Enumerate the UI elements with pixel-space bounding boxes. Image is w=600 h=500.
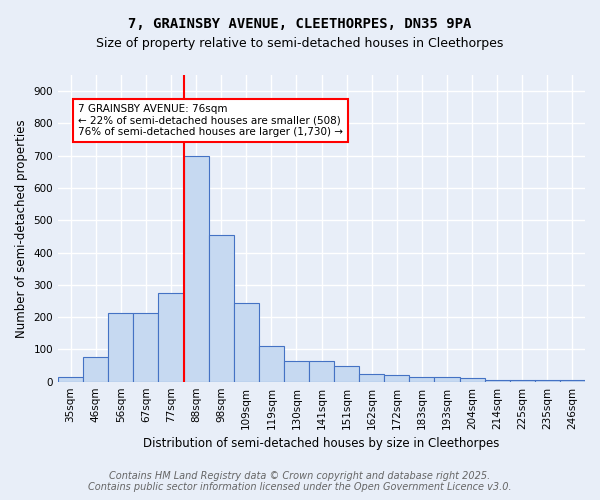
Text: Contains HM Land Registry data © Crown copyright and database right 2025.
Contai: Contains HM Land Registry data © Crown c… (88, 471, 512, 492)
Bar (309, 360, 334, 382)
Bar (133, 313, 158, 382)
Text: Size of property relative to semi-detached houses in Cleethorpes: Size of property relative to semi-detach… (97, 38, 503, 51)
Bar (158, 293, 184, 382)
Bar (409, 377, 434, 382)
Bar (384, 375, 409, 382)
X-axis label: Distribution of semi-detached houses by size in Cleethorpes: Distribution of semi-detached houses by … (143, 437, 500, 450)
Bar (485, 380, 510, 382)
Bar (184, 156, 209, 382)
Bar (560, 380, 585, 382)
Bar (259, 346, 284, 382)
Bar (334, 366, 359, 382)
Bar (233, 302, 259, 382)
Bar (209, 235, 233, 382)
Bar (108, 313, 133, 382)
Text: 7, GRAINSBY AVENUE, CLEETHORPES, DN35 9PA: 7, GRAINSBY AVENUE, CLEETHORPES, DN35 9P… (128, 18, 472, 32)
Y-axis label: Number of semi-detached properties: Number of semi-detached properties (15, 119, 28, 338)
Bar (359, 374, 384, 382)
Bar (510, 380, 535, 382)
Bar (460, 378, 485, 382)
Bar (58, 377, 83, 382)
Bar (434, 377, 460, 382)
Bar (284, 360, 309, 382)
Bar (535, 380, 560, 382)
Bar (83, 358, 108, 382)
Text: 7 GRAINSBY AVENUE: 76sqm
← 22% of semi-detached houses are smaller (508)
76% of : 7 GRAINSBY AVENUE: 76sqm ← 22% of semi-d… (78, 104, 343, 138)
